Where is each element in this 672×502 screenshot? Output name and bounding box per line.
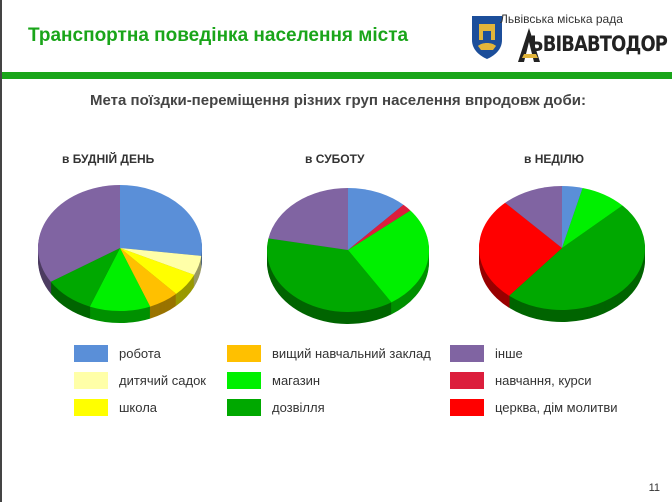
pie-slice-1-2 (348, 210, 429, 303)
city-crest-logo (472, 16, 502, 59)
pie-slice-0-4 (89, 248, 151, 312)
legend-swatch (74, 399, 108, 416)
page-number: 11 (648, 482, 660, 494)
header-divider (2, 72, 672, 79)
legend-label: дозвілля (272, 400, 325, 415)
legend-label: церква, дім молитви (495, 400, 618, 415)
legend-label: вищий навчальний заклад (272, 346, 431, 361)
legend-label: навчання, курси (495, 373, 592, 388)
page-title: Транспортна поведінка населення міста (28, 25, 409, 46)
legend-label: робота (119, 346, 161, 361)
pie-slice-1-0 (348, 188, 404, 250)
legend-item: робота (74, 345, 161, 362)
legend-item: вищий навчальний заклад (227, 345, 431, 362)
legend-label: дитячий садок (119, 373, 206, 388)
brand-logo-mark (518, 28, 540, 62)
pie-slice-0-5 (50, 248, 121, 307)
pie-title-sunday: в НЕДІЛЮ (524, 152, 585, 166)
legend-swatch (227, 345, 261, 362)
legend-item: навчання, курси (450, 372, 592, 389)
legend-swatch (450, 399, 484, 416)
pie-slice-0-0 (120, 185, 202, 256)
pie-slice-2-4 (505, 186, 562, 248)
pie-slice-2-1 (562, 187, 623, 248)
legend-swatch (450, 372, 484, 389)
pie-slice-2-0 (562, 186, 583, 248)
legend-item: дозвілля (227, 399, 325, 416)
pie-slice-0-6 (37, 185, 120, 282)
pie-slice-1-3 (267, 238, 392, 312)
brand-logo-text: ЬВІВАВТОДОР (530, 32, 668, 56)
pie-slice-2-3 (479, 202, 562, 296)
legend-swatch (227, 372, 261, 389)
legend-label: магазин (272, 373, 321, 388)
legend-swatch (74, 345, 108, 362)
pie-slice-0-1 (120, 248, 202, 275)
pie-title-saturday: в СУБОТУ (305, 152, 365, 166)
legend-item: інше (450, 345, 523, 362)
pie-slice-0-3 (120, 248, 177, 307)
legend-item: магазин (227, 372, 320, 389)
pie-slice-2-2 (509, 205, 645, 310)
pie-slice-1-4 (268, 188, 348, 250)
org-name: Львівська міська рада (500, 12, 623, 26)
legend-item: церква, дім молитви (450, 399, 618, 416)
legend-label: інше (495, 346, 523, 361)
legend-swatch (227, 399, 261, 416)
pie-slice-0-2 (120, 248, 195, 294)
pie-slice-1-1 (348, 204, 411, 250)
pie-title-weekday: в БУДНІЙ ДЕНЬ (62, 152, 155, 166)
legend-swatch (450, 345, 484, 362)
legend-swatch (74, 372, 108, 389)
legend-item: дитячий садок (74, 372, 206, 389)
legend-label: школа (119, 400, 158, 415)
legend-item: школа (74, 399, 157, 416)
slide-subtitle: Мета поїздки-переміщення різних груп нас… (90, 92, 586, 109)
